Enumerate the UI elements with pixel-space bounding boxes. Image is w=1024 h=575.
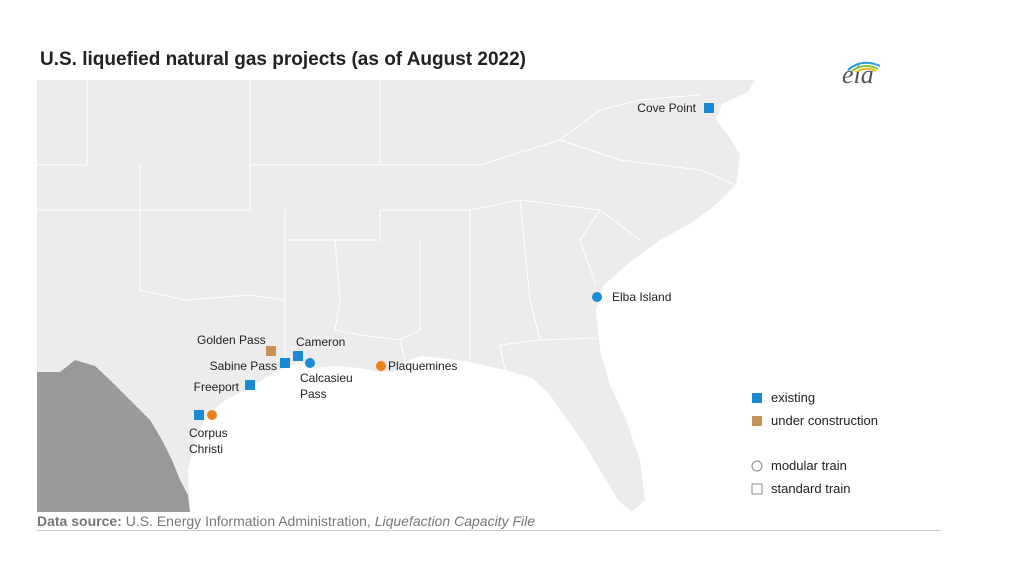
source-file: Liquefaction Capacity File	[374, 513, 536, 529]
site-label: Plaquemines	[388, 359, 458, 373]
site-marker	[704, 103, 714, 113]
rule	[37, 530, 941, 531]
site-marker	[245, 380, 255, 390]
legend-marker	[751, 483, 763, 495]
state-borders	[37, 80, 737, 371]
logo: eia	[842, 60, 881, 90]
site-label: Sabine Pass	[209, 359, 277, 373]
mexico-land	[37, 360, 190, 512]
source: Data source: U.S. Energy Information Adm…	[37, 513, 535, 529]
site-label: Elba Island	[612, 290, 672, 304]
title: U.S. liquefied natural gas projects (as …	[40, 49, 527, 70]
legend-label: standard train	[771, 481, 851, 496]
legend-label: under construction	[771, 413, 878, 428]
site-marker	[293, 351, 303, 361]
site-label: Freeport	[193, 380, 239, 394]
site-marker	[194, 410, 204, 420]
site-marker	[207, 410, 217, 420]
source-prefix: Data source:	[37, 513, 122, 529]
site-marker	[752, 416, 762, 426]
site-marker	[592, 292, 602, 302]
site-label: Calcasieu Pass	[300, 371, 353, 401]
us-land	[37, 80, 755, 512]
site-label: Golden Pass	[197, 333, 266, 347]
logo-arcs	[847, 61, 881, 72]
site-marker	[280, 358, 290, 368]
legend-label: modular train	[771, 458, 847, 473]
site-marker	[376, 361, 386, 371]
site-label: Cove Point	[637, 101, 696, 115]
legend-marker	[751, 460, 763, 472]
legend-label: existing	[771, 390, 816, 405]
site-marker	[752, 393, 762, 403]
site-label: Corpus Christi	[189, 426, 228, 456]
site-marker	[305, 358, 315, 368]
site-label: Cameron	[296, 335, 346, 349]
source-text: U.S. Energy Information Administration,	[125, 513, 371, 529]
site-marker	[266, 346, 276, 356]
